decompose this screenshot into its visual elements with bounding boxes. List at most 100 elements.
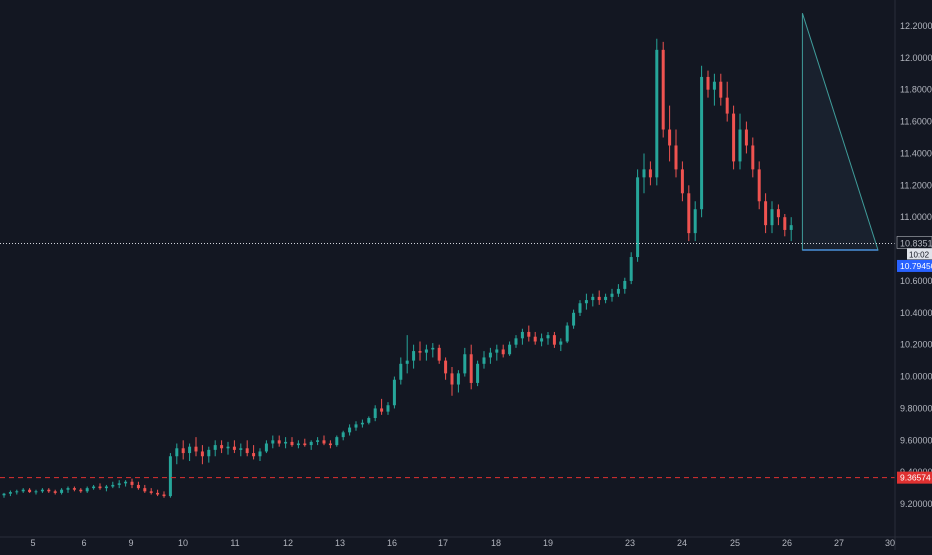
candle (220, 440, 224, 454)
candle-body (751, 145, 755, 170)
time-tick-label: 18 (491, 538, 501, 548)
price-tick-label: 10.00000 (900, 372, 932, 382)
candle (469, 344, 473, 390)
candle (21, 488, 25, 493)
candle (732, 105, 736, 170)
support-price-label: 10.79450 (900, 261, 932, 271)
candle (15, 489, 19, 495)
current-price-label: 10.83515 (900, 238, 932, 248)
candle (66, 486, 70, 493)
candle-body (495, 349, 499, 353)
candle-body (572, 312, 576, 326)
candle-body (732, 113, 736, 162)
candle (764, 193, 768, 234)
candle (239, 443, 243, 457)
candle-body (194, 446, 198, 452)
candle-body (623, 280, 627, 289)
candle-body (8, 492, 12, 494)
candle (623, 277, 627, 294)
candle (482, 351, 486, 369)
candle (92, 484, 96, 490)
candle-body (124, 481, 128, 484)
candle (437, 344, 441, 364)
candle (584, 293, 588, 310)
candle-body (655, 49, 659, 178)
support-price-badge (897, 259, 932, 272)
time-tick-label: 5 (30, 538, 35, 548)
candle (552, 331, 556, 348)
candle (546, 331, 550, 345)
candle (156, 489, 160, 497)
candle (303, 438, 307, 447)
candle-body (725, 97, 729, 114)
candle (565, 322, 569, 344)
candle-body (296, 443, 300, 446)
candle (213, 440, 217, 457)
candle-body (341, 432, 345, 438)
candle (706, 70, 710, 98)
candle (2, 492, 6, 498)
candle-body (328, 443, 332, 446)
candle-body (437, 347, 441, 361)
candle (60, 488, 64, 495)
candle (578, 300, 582, 316)
candle-body (15, 491, 19, 493)
time-axis[interactable]: 5 6 9 10 11 12 13 16 17 18 19 23 24 25 26 27 30 (0, 536, 932, 548)
candle (405, 335, 409, 374)
candle-body (476, 363, 480, 383)
candle (399, 357, 403, 385)
price-tick-label: 10.60000 (900, 276, 932, 286)
time-tick-label: 24 (677, 538, 687, 548)
candle-body (565, 325, 569, 342)
candle-body (680, 169, 684, 194)
candle (194, 437, 198, 457)
candle (79, 488, 83, 493)
candle (328, 440, 332, 449)
candle-body (405, 360, 409, 364)
candle (520, 328, 524, 345)
price-tick-label: 11.00000 (900, 212, 932, 222)
candle-body (290, 441, 294, 446)
candle-body (60, 489, 64, 493)
candle (783, 214, 787, 237)
candle-body (456, 373, 460, 385)
candle-body (226, 446, 230, 449)
candle (373, 405, 377, 422)
candle (629, 252, 633, 285)
time-tick-label: 13 (335, 538, 345, 548)
time-tick-label: 6 (81, 538, 86, 548)
candle-body (316, 440, 320, 442)
candle-body (309, 441, 313, 446)
candle (604, 293, 608, 304)
candle-body (104, 486, 108, 489)
candle-body (303, 443, 307, 446)
candle-body (636, 177, 640, 258)
candle-body (386, 405, 390, 412)
candle (290, 437, 294, 447)
candle-body (47, 489, 51, 492)
candle-body (354, 424, 358, 428)
time-tick-label: 27 (834, 538, 844, 548)
candle-body (700, 76, 704, 210)
candle-body (533, 336, 537, 342)
price-tick-label: 11.60000 (900, 117, 932, 127)
candle (200, 445, 204, 465)
candle-body (66, 488, 70, 490)
candle-body (21, 489, 25, 492)
candle-body (559, 341, 563, 345)
candle-body (488, 352, 492, 358)
candle (687, 185, 691, 242)
candle (245, 440, 249, 457)
candle-body (188, 446, 192, 454)
candle (53, 489, 57, 495)
price-axis[interactable]: 9.200009.400009.600009.8000010.0000010.2… (894, 0, 932, 550)
candle (776, 204, 780, 226)
candle (572, 309, 576, 329)
candle-body (85, 488, 89, 492)
candle (757, 161, 761, 210)
candle-body (591, 296, 595, 301)
candle (725, 81, 729, 122)
candle (738, 113, 742, 170)
